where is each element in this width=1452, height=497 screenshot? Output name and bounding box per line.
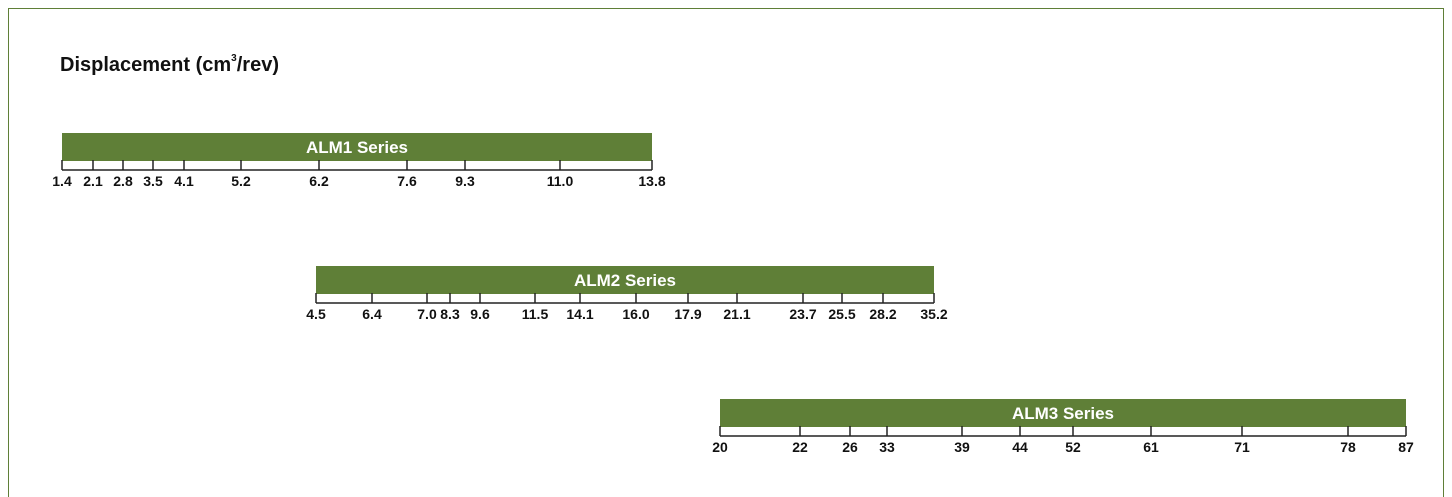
tick-label: 7.0 [417,306,437,322]
tick-label: 2.8 [113,173,133,189]
tick-label: 21.1 [723,306,750,322]
tick-label: 87 [1398,439,1414,455]
tick-label: 52 [1065,439,1081,455]
tick-label: 13.8 [638,173,665,189]
tick-label: 39 [954,439,970,455]
series-bar [720,399,1406,427]
tick-label: 7.6 [397,173,417,189]
tick-label: 4.1 [174,173,194,189]
series-1: ALM1 Series 1.4 2.1 2.8 3.5 4.1 5.2 6.2 7.6 9.3 11… [52,133,666,189]
tick-label: 14.1 [566,306,593,322]
series-3: ALM3 Series 20 22 26 33 39 44 52 61 71 78 87 [712,399,1414,455]
tick-label: 9.6 [470,306,490,322]
tick-label: 6.4 [362,306,382,322]
tick-label: 78 [1340,439,1356,455]
tick-label: 5.2 [231,173,251,189]
tick-label: 3.5 [143,173,163,189]
tick-label: 9.3 [455,173,475,189]
tick-label: 16.0 [622,306,649,322]
tick-label: 33 [879,439,895,455]
tick-label: 25.5 [828,306,855,322]
tick-label: 26 [842,439,858,455]
series-2: ALM2 Series 4.5 6.4 7.0 8.3 9.6 11.5 14.1 16.0 17… [306,266,948,322]
series-label: ALM3 Series [1012,404,1114,423]
tick-label: 20 [712,439,728,455]
tick-label: 1.4 [52,173,72,189]
tick-label: 35.2 [920,306,947,322]
tick-label: 23.7 [789,306,816,322]
chart-title: Displacement (cm3/rev) [60,53,279,76]
tick-label: 8.3 [440,306,460,322]
tick-label: 11.5 [522,306,549,322]
tick-label: 11.0 [547,173,574,189]
tick-label: 61 [1143,439,1159,455]
series-label: ALM2 Series [574,271,676,290]
tick-label: 4.5 [306,306,326,322]
tick-label: 44 [1012,439,1028,455]
series-bar [62,133,652,161]
tick-label: 2.1 [83,173,103,189]
tick-label: 28.2 [869,306,896,322]
series-label: ALM1 Series [306,138,408,157]
tick-label: 22 [792,439,808,455]
series-bar [316,266,934,294]
tick-label: 71 [1234,439,1250,455]
tick-label: 6.2 [309,173,329,189]
tick-label: 17.9 [674,306,701,322]
chart-frame [8,8,1444,497]
